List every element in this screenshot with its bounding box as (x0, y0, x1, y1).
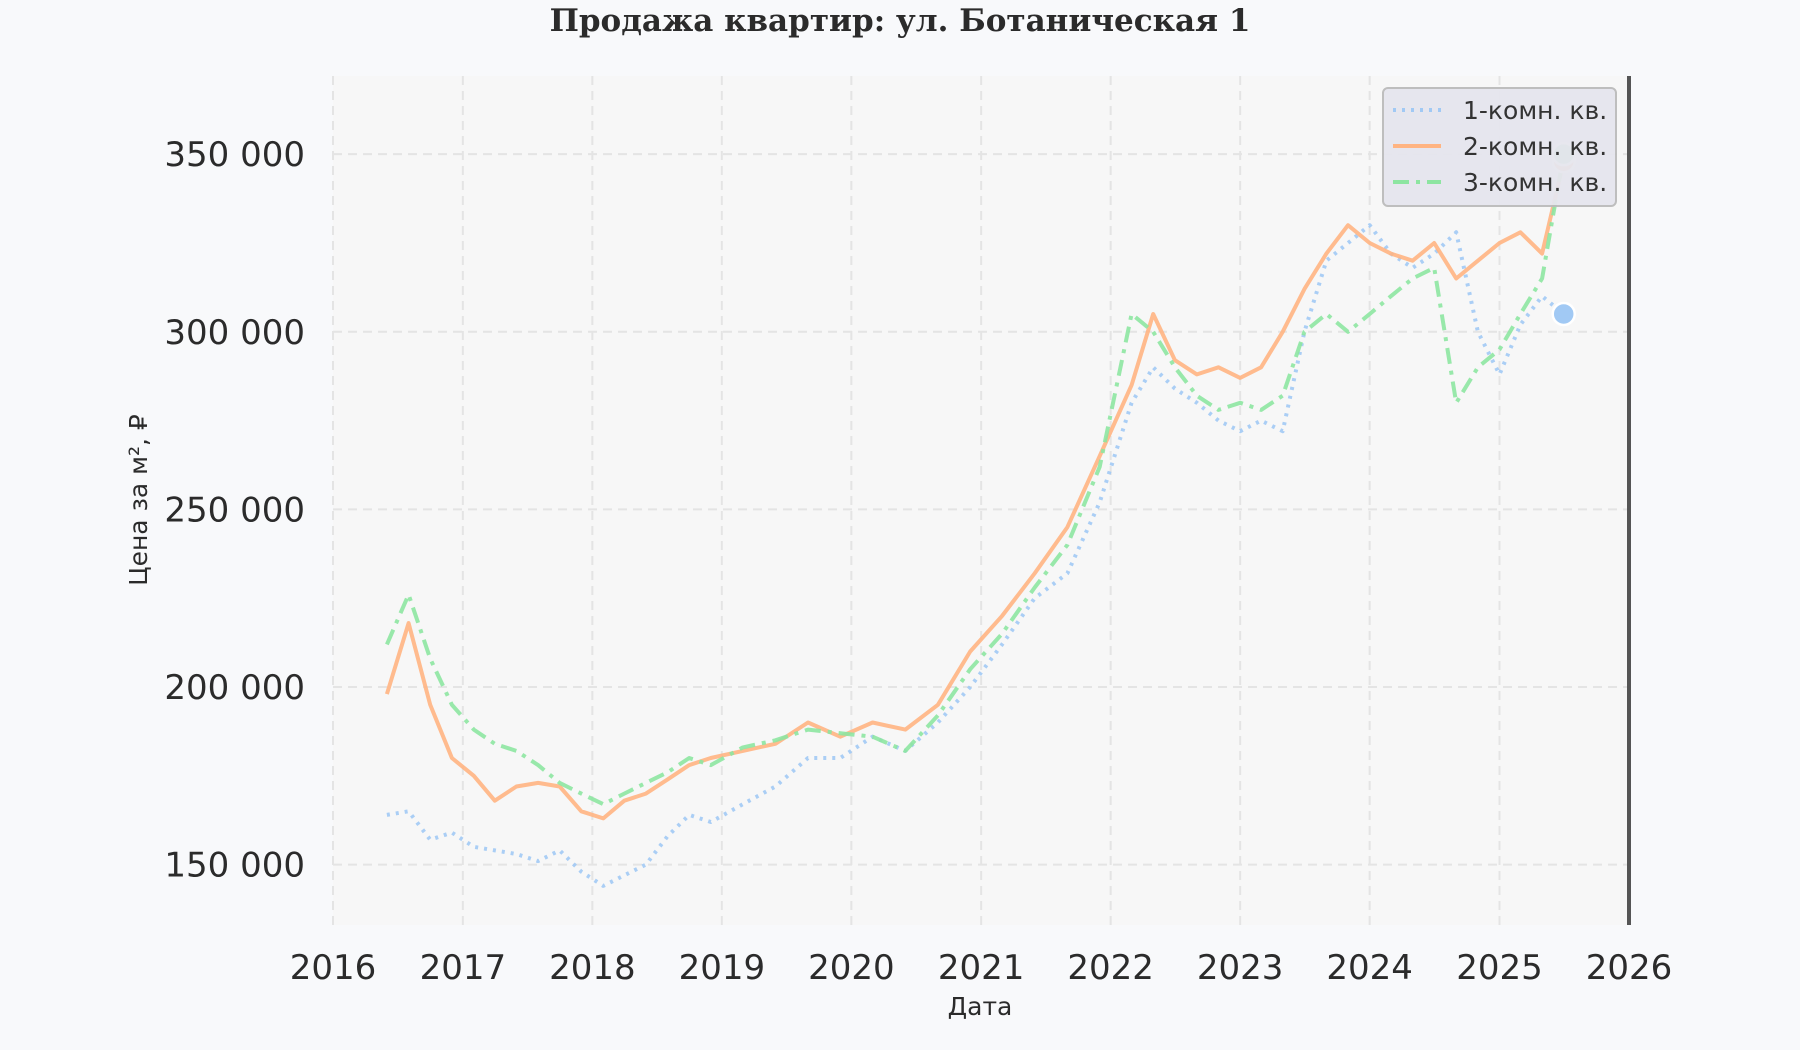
series-line (385, 153, 1566, 807)
x-tick-label: 2022 (1067, 948, 1154, 988)
legend-label: 3-комн. кв. (1463, 168, 1607, 197)
x-tick-label: 2024 (1326, 948, 1413, 988)
legend-label: 2-комн. кв. (1463, 132, 1607, 161)
x-axis-title: Дата (948, 992, 1013, 1021)
x-tick-label: 2019 (679, 948, 766, 988)
y-tick-label: 250 000 (164, 490, 305, 530)
y-axis-title: Цена за м², ₽ (124, 414, 153, 586)
series-lines (384, 153, 1566, 888)
y-tick-label: 200 000 (164, 668, 305, 708)
chart-title: Продажа квартир: ул. Ботаническая 1 (550, 3, 1251, 39)
x-tick-label: 2016 (290, 948, 377, 988)
y-tick-label: 150 000 (164, 846, 305, 886)
x-tick-label: 2017 (420, 948, 507, 988)
x-tick-label: 2023 (1197, 948, 1284, 988)
x-tick-label: 2025 (1456, 948, 1543, 988)
axis-ticks: 2016 2017 2018 2019 2020 2021 2022 2023 2024 2025… (164, 135, 1672, 988)
x-tick-label: 2018 (549, 948, 636, 988)
last-value-marker (1551, 301, 1576, 327)
legend-label: 1-комн. кв. (1463, 96, 1607, 125)
x-tick-label: 2020 (808, 948, 895, 988)
legend: 1-комн. кв. 2-комн. кв. 3-комн. кв. (1382, 87, 1617, 207)
series-line (384, 160, 1566, 821)
y-tick-label: 300 000 (164, 313, 305, 353)
y-tick-label: 350 000 (164, 135, 305, 175)
x-tick-label: 2026 (1586, 948, 1673, 988)
legend-box (1382, 87, 1617, 207)
x-tick-label: 2021 (938, 948, 1025, 988)
